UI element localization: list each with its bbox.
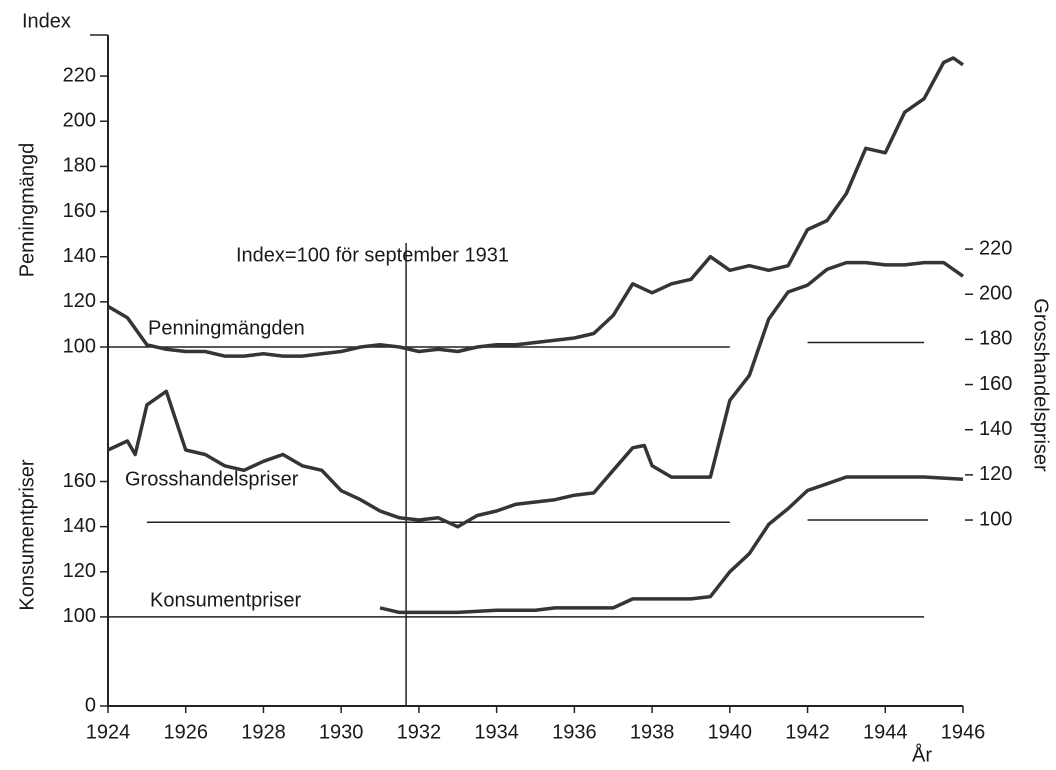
y-tick-label: 140 (63, 245, 96, 267)
y2-axis-label: Grosshandelspriser (1030, 298, 1052, 472)
x-tick-label: 1936 (552, 721, 597, 743)
x-tick-label: 1940 (708, 721, 753, 743)
y2-tick-label: 200 (979, 283, 1012, 305)
y-tick-label: 0 (85, 694, 96, 716)
y2-tick-label: 120 (979, 463, 1012, 485)
x-tick-label: 1944 (863, 721, 908, 743)
y-tick-label: 140 (63, 515, 96, 537)
annotation: Index=100 för september 1931 (236, 244, 509, 266)
y-tick-label: 100 (63, 605, 96, 627)
y-tick-label: 220 (63, 64, 96, 86)
x-tick-label: 1934 (474, 721, 519, 743)
corner-label: Index (22, 10, 71, 32)
y-axis-label: Konsumentpriser (16, 459, 38, 611)
x-tick-label: 1938 (630, 721, 675, 743)
y-tick-label: 180 (63, 155, 96, 177)
y-tick-label: 120 (63, 560, 96, 582)
y2-tick-label: 220 (979, 237, 1012, 259)
series-label: Grosshandelspriser (125, 468, 299, 490)
y-tick-label: 160 (63, 470, 96, 492)
y-tick-label: 100 (63, 335, 96, 357)
series-line (379, 475, 964, 615)
y-tick-label: 120 (63, 290, 96, 312)
x-tick-label: 1930 (319, 721, 364, 743)
y-tick-label: 160 (63, 200, 96, 222)
x-tick-label: 1924 (86, 721, 131, 743)
series-label: Penningmängden (148, 317, 305, 339)
x-tick-label: 1928 (241, 721, 286, 743)
x-axis-label: År (912, 743, 932, 766)
y2-tick-label: 160 (979, 373, 1012, 395)
y-axis-label: Penningmängd (16, 143, 38, 278)
y-tick-label: 200 (63, 110, 96, 132)
series-label: Konsumentpriser (150, 589, 302, 611)
series-line (107, 260, 965, 529)
y2-tick-label: 180 (979, 328, 1012, 350)
x-tick-label: 1942 (785, 721, 830, 743)
x-tick-label: 1946 (941, 721, 986, 743)
series-line (107, 56, 965, 358)
x-tick-label: 1926 (163, 721, 208, 743)
x-tick-label: 1932 (397, 721, 442, 743)
y2-tick-label: 100 (979, 508, 1012, 530)
y2-tick-label: 140 (979, 418, 1012, 440)
